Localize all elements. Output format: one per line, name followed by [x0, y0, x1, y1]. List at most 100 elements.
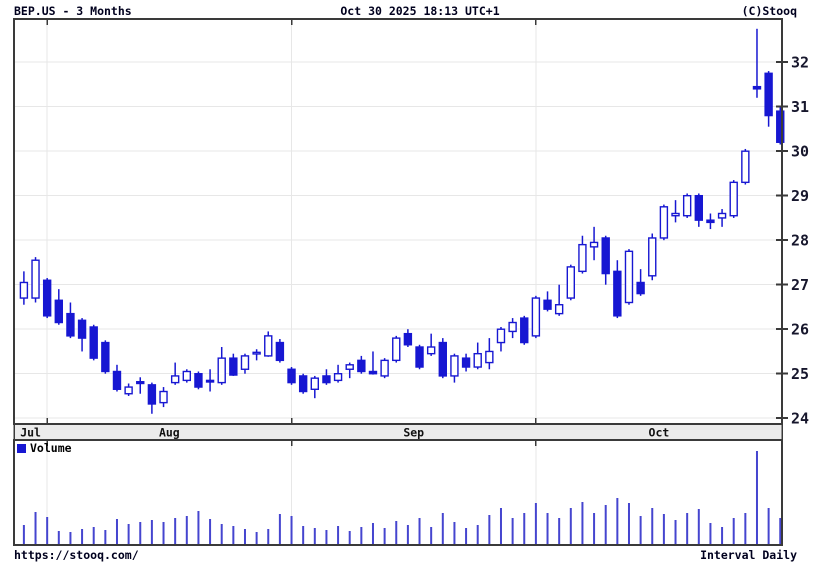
volume-bar: [465, 528, 468, 544]
candlestick: [159, 387, 168, 408]
candlesticks: [19, 28, 785, 414]
candlestick: [19, 271, 29, 305]
volume-bar: [406, 525, 409, 544]
volume-bar: [651, 508, 654, 544]
volume-bar: [499, 508, 502, 544]
candlestick: [520, 315, 529, 345]
candlestick: [438, 338, 447, 379]
candlestick: [554, 284, 564, 316]
candlestick: [42, 278, 52, 319]
copyright-label: (C)Stooq: [741, 4, 797, 18]
candlestick: [717, 209, 727, 227]
volume-bar: [150, 520, 153, 544]
candlestick: [601, 235, 610, 285]
y-axis-label: 30: [791, 143, 809, 161]
volume-bar: [69, 532, 72, 544]
volume-legend: Volume: [17, 441, 72, 455]
volume-bar: [243, 529, 246, 544]
volume-bar: [81, 529, 84, 544]
candlestick: [543, 291, 552, 312]
volume-bar: [453, 522, 456, 544]
candlestick: [589, 226, 599, 261]
candlestick: [403, 329, 413, 348]
candlestick: [310, 375, 319, 399]
volume-bar: [127, 524, 130, 544]
volume-bar: [767, 508, 770, 544]
candlestick: [682, 193, 692, 218]
candlestick: [170, 362, 180, 385]
candlestick: [566, 264, 575, 301]
candlestick: [776, 106, 785, 145]
candlestick: [531, 295, 541, 339]
candlestick: [77, 318, 87, 352]
volume-bar: [534, 503, 537, 544]
candlestick: [706, 213, 715, 230]
volume-bar: [546, 513, 549, 544]
volume-bar: [220, 524, 223, 544]
candlestick: [205, 369, 215, 392]
volume-bar: [348, 531, 351, 544]
candlestick: [508, 318, 517, 339]
candlestick: [194, 371, 203, 390]
volume-bar: [686, 513, 689, 544]
volume-bar: [34, 512, 37, 544]
candlestick: [694, 193, 703, 227]
candlestick: [217, 347, 226, 385]
x-axis-label: Oct: [649, 426, 670, 440]
volume-bar: [488, 515, 491, 544]
volume-bar: [558, 518, 561, 544]
volume-bar: [174, 518, 177, 544]
candlestick: [461, 353, 471, 372]
volume-bar: [325, 530, 328, 544]
candlestick: [659, 204, 669, 241]
volume-bar: [674, 520, 677, 544]
volume-bar: [360, 527, 363, 544]
volume-bar: [57, 531, 60, 544]
volume-bar: [604, 505, 607, 544]
candlestick: [264, 331, 273, 357]
volume-bar: [744, 513, 747, 544]
volume-bar: [313, 528, 316, 544]
source-url: https://stooq.com/: [14, 548, 139, 562]
candlestick: [287, 367, 296, 385]
candlestick: [89, 324, 98, 361]
x-axis-labels: Jul Aug Sep Oct: [20, 426, 669, 440]
volume-bar: [395, 521, 398, 544]
candlestick: [450, 353, 459, 383]
volume-bars: [22, 451, 782, 544]
volume-bar: [569, 508, 572, 544]
candlestick: [613, 260, 622, 319]
volume-bar: [162, 522, 165, 544]
y-axis-label: 31: [791, 98, 809, 116]
volume-bar: [337, 526, 340, 544]
volume-bar: [232, 526, 235, 544]
volume-bar: [721, 527, 724, 544]
candlestick: [426, 333, 436, 356]
candlestick: [298, 373, 308, 394]
candlestick: [112, 364, 122, 392]
volume-bar: [197, 511, 200, 544]
volume-bar: [441, 513, 444, 544]
y-axis-label: 29: [791, 187, 809, 205]
volume-bar: [639, 516, 642, 544]
volume-bar: [371, 523, 374, 544]
volume-bar: [476, 525, 479, 544]
candlestick: [101, 340, 110, 374]
volume-bar: [267, 529, 270, 544]
volume-bar: [581, 502, 584, 544]
volume-bar: [104, 530, 107, 544]
volume-bar: [662, 514, 665, 544]
y-axis-label: 32: [791, 54, 809, 72]
volume-bar: [430, 527, 433, 544]
candlestick: [54, 289, 63, 325]
volume-bar: [627, 503, 630, 544]
candlestick: [392, 335, 401, 363]
candlestick: [147, 382, 157, 414]
volume-bar: [302, 526, 305, 544]
chart-frame: [13, 18, 783, 546]
volume-bar: [709, 523, 712, 544]
y-axis-label: 28: [791, 232, 809, 250]
volume-bar: [290, 516, 293, 544]
